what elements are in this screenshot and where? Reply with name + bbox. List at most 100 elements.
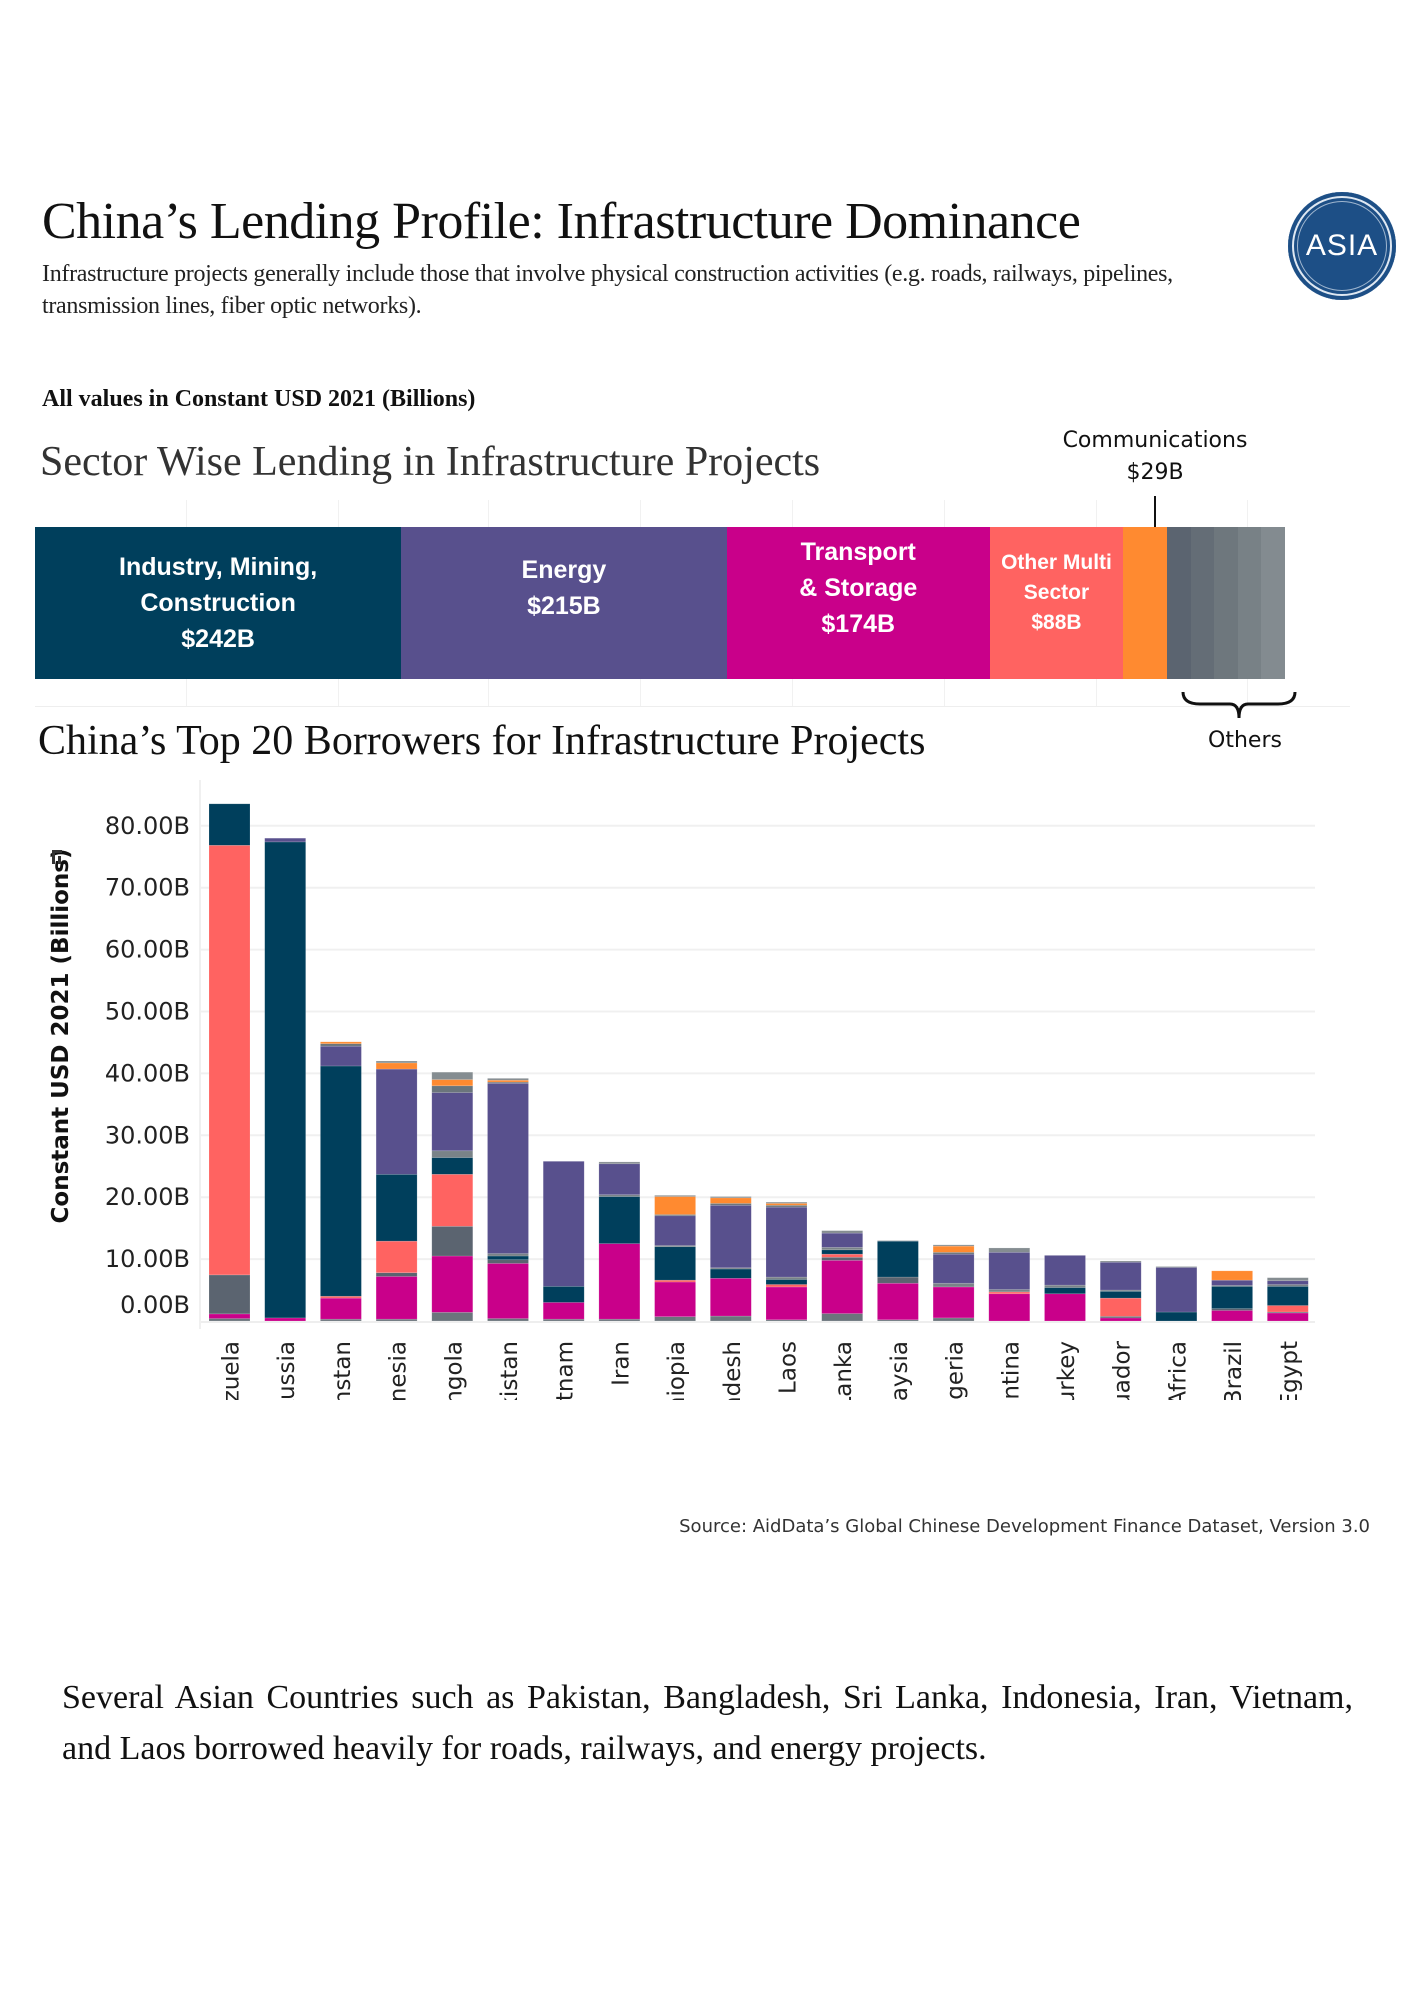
bar-segment: [1211, 1270, 1253, 1281]
top20-stacked-bar-chart: 0.00B 10.00B 20.00B 30.00B 40.00B 50.00B 60.00…: [48, 780, 1315, 1400]
sector-label-line: $242B: [181, 625, 255, 653]
bar-segment: [1044, 1287, 1086, 1295]
bar-segment: [988, 1293, 1031, 1322]
bar-segment: [932, 1317, 975, 1322]
others-label: Others: [1208, 728, 1282, 753]
bar-segment: [1099, 1261, 1142, 1291]
bar-segment: [542, 1286, 585, 1303]
bar-segment: [1211, 1279, 1253, 1286]
bar-segment: [709, 1268, 752, 1279]
bar-segment: [821, 1232, 864, 1248]
bar-segment: [1267, 1286, 1309, 1306]
bar-segment: [765, 1201, 808, 1204]
others-shade: [1190, 527, 1215, 679]
bar-segment: [431, 1071, 474, 1080]
sector-industry: Industry, Mining, Construction $242B: [35, 527, 402, 679]
x-tick-label: Ecuador: [1110, 1340, 1136, 1400]
bar-segment: [487, 1078, 529, 1081]
bar-segment: [765, 1286, 808, 1321]
sector-label: Other Multi Sector $88B: [1001, 548, 1112, 638]
bar-segment: [1044, 1284, 1086, 1288]
bar-segment: [598, 1196, 641, 1244]
bar-segment: [542, 1160, 585, 1287]
sector-label-line: $215B: [527, 592, 601, 620]
sector-label-line: Energy: [521, 556, 607, 584]
bar-segment: [264, 837, 307, 843]
x-tick-label: Russia: [274, 1341, 300, 1400]
bar-segment: [1099, 1317, 1142, 1322]
sector-section-title: Sector Wise Lending in Infrastructure Pr…: [40, 439, 821, 485]
x-tick-label: Egypt: [1277, 1341, 1303, 1400]
others-shade: [1214, 527, 1238, 679]
bar-segment: [320, 1041, 362, 1044]
bar-segment: [877, 1282, 919, 1321]
bar-segment: [709, 1277, 752, 1317]
bar-segment: [431, 1312, 474, 1322]
y-tick-label: 50.00B: [105, 998, 190, 1026]
bar-segment: [709, 1315, 752, 1322]
y-tick-label: 30.00B: [105, 1121, 190, 1149]
bar-segment: [765, 1319, 808, 1322]
bar-segment: [1099, 1297, 1142, 1317]
bar-segment: [932, 1244, 975, 1247]
y-axis-title: Constant USD 2021 (Billions): [48, 849, 74, 1224]
bar-segment: [487, 1079, 529, 1083]
bar-segment: [821, 1249, 864, 1255]
others-brace: [1181, 691, 1297, 719]
bar-segment: [765, 1284, 808, 1288]
y-tick-label: 10.00B: [105, 1245, 190, 1273]
bar-segment: [375, 1240, 418, 1274]
bar-segment: [1267, 1277, 1309, 1282]
bar-segment: [654, 1281, 696, 1317]
bar-segment: [765, 1276, 808, 1280]
bar-segment: [765, 1279, 808, 1285]
bar-segment: [320, 1045, 362, 1067]
bar-segment: [431, 1173, 474, 1227]
others-shade: [1261, 527, 1285, 679]
x-tick-label: Sri Lanka: [831, 1341, 857, 1400]
bar-segment: [877, 1240, 919, 1242]
x-tick-label: Angola: [441, 1341, 467, 1400]
bar-segment: [988, 1289, 1031, 1293]
sector-label-line: $88B: [1031, 611, 1082, 634]
sector-others: [1166, 527, 1285, 679]
x-tick-label: Laos: [776, 1341, 802, 1394]
asia-logo: ASIA: [1288, 192, 1396, 300]
sort-icon: [52, 850, 55, 864]
x-tick-label: Malaysia: [887, 1341, 913, 1400]
bar-segment: [1099, 1290, 1142, 1299]
bar-segment: [1155, 1311, 1198, 1322]
bar-segment: [375, 1272, 418, 1277]
x-tick-label: Pakistan: [497, 1341, 523, 1400]
sector-label-line: Transport: [800, 538, 916, 566]
bar-segment: [208, 1274, 251, 1315]
bar-segment: [821, 1313, 864, 1322]
sector-label-line: Construction: [140, 589, 296, 617]
communications-leader-line: [1154, 496, 1156, 530]
source-note: Source: AidData’s Global Chinese Develop…: [679, 1516, 1370, 1537]
x-tick-label: Kazakhstan: [330, 1341, 356, 1400]
bar-segment: [709, 1196, 752, 1199]
bar-segment: [654, 1316, 696, 1322]
bar-segment: [1155, 1266, 1198, 1268]
bar-segment: [208, 803, 251, 846]
x-tick-label: South Africa: [1165, 1341, 1191, 1400]
sector-label-line: & Storage: [799, 574, 918, 602]
bar-segment: [431, 1225, 474, 1257]
page-subtitle: Infrastructure projects generally includ…: [42, 261, 1173, 319]
x-tick-label: Iran: [608, 1341, 634, 1386]
y-tick-label: 40.00B: [105, 1059, 190, 1087]
bar-segment: [1099, 1260, 1142, 1263]
sector-stacked-bar: Industry, Mining, Construction $242B Energy…: [35, 527, 1285, 679]
bar-segment: [208, 844, 251, 1276]
bar-segment: [375, 1062, 418, 1070]
bar-segment: [431, 1092, 474, 1152]
sector-transport: Transport & Storage $174B: [726, 527, 990, 679]
bar-segment: [264, 841, 307, 1319]
bar-segment: [375, 1276, 418, 1320]
sector-label-line: Industry, Mining,: [119, 553, 318, 581]
bar-segment: [654, 1195, 696, 1197]
sort-icon: [58, 856, 61, 864]
sector-other-multi: Other Multi Sector $88B: [989, 527, 1124, 679]
x-tick-label: Brazil: [1221, 1341, 1247, 1400]
